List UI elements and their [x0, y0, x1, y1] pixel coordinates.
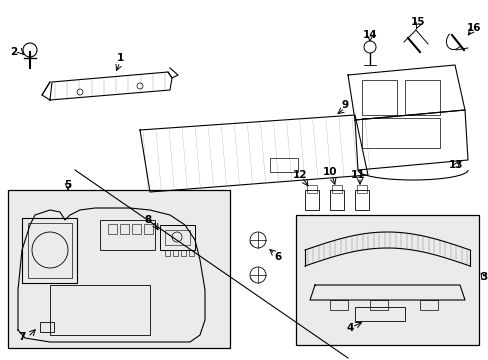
Text: 2: 2 [10, 47, 18, 57]
Bar [295, 215, 478, 345]
Bar [354, 307, 404, 321]
Text: 13: 13 [448, 160, 462, 170]
Bar [306, 185, 316, 193]
Text: 16: 16 [466, 23, 480, 33]
Text: 4: 4 [346, 323, 353, 333]
Bar [331, 185, 341, 193]
Bar [419, 300, 437, 310]
Text: 10: 10 [322, 167, 337, 177]
Bar [269, 158, 297, 172]
Bar [40, 322, 54, 332]
Bar [164, 250, 170, 256]
Text: 8: 8 [144, 215, 151, 225]
Text: 1: 1 [116, 53, 123, 63]
Bar [329, 190, 343, 210]
Bar [28, 223, 72, 278]
Text: 9: 9 [341, 100, 348, 110]
Bar [354, 190, 368, 210]
Bar [132, 224, 141, 234]
Text: 6: 6 [274, 252, 281, 262]
Bar [361, 80, 396, 115]
Text: 12: 12 [292, 170, 306, 180]
Bar [50, 285, 150, 335]
Bar [173, 250, 178, 256]
Bar [305, 190, 318, 210]
Bar [120, 224, 129, 234]
Bar [361, 118, 439, 148]
Bar [404, 80, 439, 115]
Text: 15: 15 [410, 17, 425, 27]
Bar [160, 225, 195, 250]
Bar [108, 224, 117, 234]
Bar [8, 190, 229, 348]
Bar [22, 218, 77, 283]
Text: 11: 11 [350, 170, 365, 180]
Text: 7: 7 [18, 332, 26, 342]
Bar [181, 250, 185, 256]
Text: 3: 3 [479, 272, 487, 282]
Text: 5: 5 [64, 180, 71, 190]
Bar [356, 185, 366, 193]
Bar [164, 230, 190, 245]
Text: 14: 14 [362, 30, 377, 40]
Bar [100, 220, 155, 250]
Bar [189, 250, 194, 256]
Bar [143, 224, 153, 234]
Bar [369, 300, 387, 310]
Bar [329, 300, 347, 310]
